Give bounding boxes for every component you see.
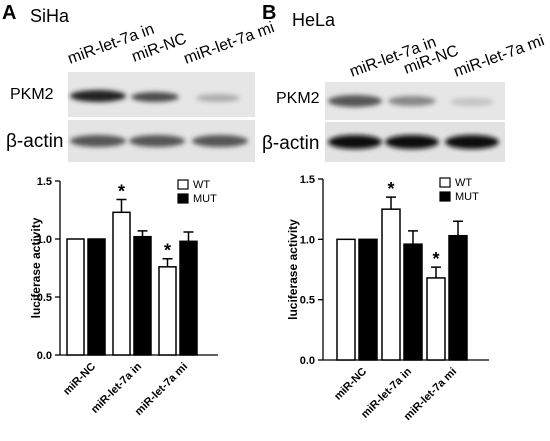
y-tick-label: 1.5 bbox=[37, 176, 52, 188]
error-bar bbox=[116, 198, 127, 213]
x-tick-label: miR-NC bbox=[332, 366, 369, 403]
blot-label: PKM2 bbox=[276, 90, 320, 107]
bar bbox=[66, 238, 85, 356]
bar bbox=[381, 208, 401, 361]
error-bar bbox=[431, 266, 441, 278]
error-bar bbox=[386, 196, 396, 210]
legend-swatch bbox=[439, 191, 451, 202]
legend-swatch bbox=[439, 177, 451, 188]
y-tick-label: 0.0 bbox=[300, 355, 315, 367]
significance: * bbox=[164, 241, 171, 261]
y-tick-label: 1.5 bbox=[300, 174, 315, 186]
panel-label: A bbox=[2, 2, 16, 24]
legend-swatch bbox=[177, 179, 189, 190]
x-tick-label: miR-NC bbox=[61, 361, 98, 398]
bar bbox=[403, 243, 423, 361]
error-bar bbox=[183, 231, 194, 242]
legend-label: WT bbox=[455, 177, 472, 189]
legend-swatch bbox=[177, 193, 189, 204]
panel-label: B bbox=[262, 2, 276, 24]
blot-label: PKM2 bbox=[10, 86, 54, 103]
y-tick-label: 1.0 bbox=[300, 234, 315, 246]
y-tick-label: 0.5 bbox=[300, 295, 315, 307]
significance: * bbox=[387, 179, 394, 199]
legend-label: MUT bbox=[193, 193, 217, 205]
error-bar bbox=[162, 257, 173, 267]
bar bbox=[112, 211, 131, 356]
bar bbox=[336, 238, 356, 361]
error-bar bbox=[137, 230, 148, 237]
western-blot bbox=[68, 72, 255, 162]
y-tick-label: 1.0 bbox=[37, 234, 52, 246]
bar bbox=[133, 235, 152, 356]
y-axis-label: luciferase activity bbox=[29, 217, 43, 318]
y-tick-label: 0.0 bbox=[37, 350, 52, 362]
y-tick-label: 0.5 bbox=[37, 292, 52, 304]
y-axis-label: luciferase activity bbox=[286, 219, 300, 320]
bar bbox=[448, 234, 468, 361]
blot-label: β-actin bbox=[6, 131, 63, 152]
error-bar bbox=[453, 220, 463, 236]
legend-label: WT bbox=[193, 179, 210, 191]
cell-line: HeLa bbox=[292, 10, 336, 30]
bar bbox=[158, 266, 177, 356]
legend-label: MUT bbox=[455, 191, 479, 203]
significance: * bbox=[118, 182, 125, 202]
bar bbox=[87, 238, 106, 356]
significance: * bbox=[432, 249, 439, 269]
bar bbox=[426, 277, 446, 361]
lane-label: miR-let-7a mi bbox=[452, 32, 547, 81]
lane-label: miR-let-7a mi bbox=[182, 19, 277, 68]
bar bbox=[179, 240, 198, 356]
blot-label: β-actin bbox=[262, 133, 319, 154]
bar bbox=[358, 238, 378, 361]
western-blot bbox=[325, 82, 505, 162]
error-bar bbox=[408, 230, 418, 245]
cell-line: SiHa bbox=[30, 6, 70, 26]
